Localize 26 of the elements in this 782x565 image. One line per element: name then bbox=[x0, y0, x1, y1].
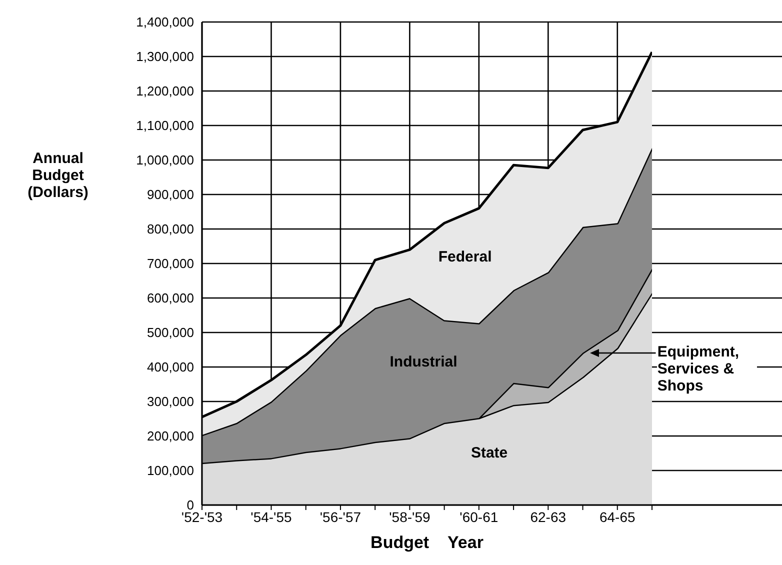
y-tick-label: 1,100,000 bbox=[136, 118, 194, 134]
y-tick-label: 1,200,000 bbox=[136, 84, 194, 99]
series-label: State bbox=[470, 444, 509, 463]
y-tick-label: 700,000 bbox=[147, 256, 194, 272]
y-tick-label: 1,400,000 bbox=[136, 14, 194, 30]
y-tick-label: 200,000 bbox=[147, 428, 194, 444]
x-tick-label: '54-'55 bbox=[250, 508, 292, 525]
x-tick-label: '56-'57 bbox=[320, 508, 362, 525]
y-tick-label: 400,000 bbox=[147, 360, 194, 375]
y-tick-label: 600,000 bbox=[147, 290, 194, 306]
y-tick-label: 800,000 bbox=[147, 222, 194, 237]
legend-label: Equipment, Services & Shops bbox=[657, 343, 758, 394]
y-axis-title: Annual Budget (Dollars) bbox=[26, 150, 90, 201]
x-tick-label: '60-61 bbox=[460, 508, 498, 525]
x-axis-title: Budget Year bbox=[370, 533, 484, 553]
y-tick-label: 900,000 bbox=[147, 187, 194, 202]
y-tick-label: 300,000 bbox=[147, 394, 194, 410]
y-tick-label: 500,000 bbox=[147, 325, 194, 340]
y-tick-label: 1,000,000 bbox=[136, 152, 194, 168]
series-label: Federal bbox=[437, 247, 493, 266]
x-tick-label: '58-'59 bbox=[389, 508, 430, 525]
y-tick-label: 1,300,000 bbox=[136, 49, 194, 64]
x-tick-label: 62-63 bbox=[530, 508, 566, 525]
x-tick-label: 64-65 bbox=[599, 508, 636, 525]
y-tick-label: 100,000 bbox=[147, 463, 194, 478]
series-label: Industrial bbox=[388, 352, 458, 372]
